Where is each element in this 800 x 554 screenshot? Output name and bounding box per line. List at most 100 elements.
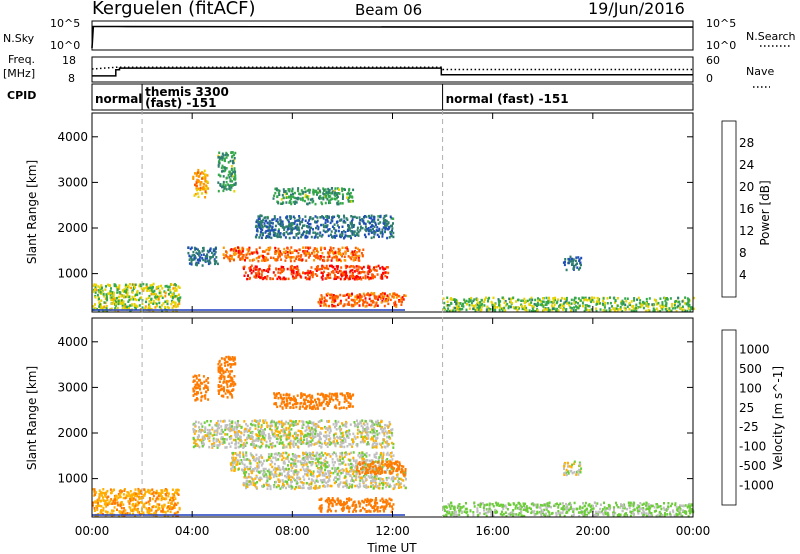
velocity-cell	[305, 434, 308, 437]
power-cell	[336, 276, 339, 279]
power-cell	[459, 302, 462, 305]
power-cell	[686, 309, 689, 313]
power-cell	[276, 218, 279, 221]
velocity-cell	[242, 451, 245, 454]
power-cell	[344, 231, 347, 234]
power-cell	[202, 185, 205, 189]
velocity-cell	[321, 442, 323, 446]
velocity-cell	[247, 468, 250, 471]
velocity-cell	[350, 479, 353, 482]
velocity-cell	[330, 484, 333, 488]
power-cell	[193, 194, 196, 197]
power-cell	[310, 273, 313, 277]
power-cell	[329, 201, 332, 204]
power-cell	[194, 248, 197, 251]
power-cell	[177, 285, 180, 288]
velocity-cell	[239, 451, 241, 454]
power-cell	[348, 228, 351, 231]
velocity-cell	[324, 472, 327, 475]
power-cell	[564, 258, 567, 261]
power-cell	[362, 276, 365, 279]
velocity-cell	[314, 427, 317, 430]
power-cell	[207, 262, 210, 266]
power-cell	[300, 254, 303, 257]
velocity-cell	[377, 477, 380, 480]
velocity-cell	[245, 476, 248, 480]
velocity-cell	[371, 479, 374, 483]
velocity-cell	[301, 486, 304, 490]
power-cell	[159, 291, 162, 294]
velocity-cell	[255, 453, 258, 457]
power-cell	[468, 307, 471, 310]
velocity-cell	[231, 356, 234, 359]
velocity-cell	[334, 432, 337, 435]
power-cell	[599, 308, 602, 311]
power-cell	[321, 202, 324, 206]
power-cell	[277, 256, 280, 259]
power-cell	[161, 304, 163, 307]
power-cell	[244, 259, 246, 262]
power-cell	[290, 215, 293, 218]
velocity-cell	[308, 435, 311, 438]
power-cell	[293, 222, 296, 225]
power-cell	[363, 215, 366, 219]
velocity-cell	[403, 471, 406, 474]
power-cell	[319, 267, 322, 271]
power-cell	[129, 283, 131, 286]
velocity-cell	[314, 435, 317, 438]
power-cell	[327, 272, 330, 275]
velocity-cell	[341, 454, 344, 457]
velocity-cell	[325, 481, 328, 485]
power-cell	[526, 299, 529, 303]
power-cell	[334, 295, 337, 298]
power-cell	[141, 306, 144, 309]
velocity-cell	[271, 420, 274, 424]
power-cell	[233, 153, 235, 157]
power-cell	[284, 192, 287, 196]
power-cell	[392, 231, 395, 235]
power-cell	[116, 306, 119, 310]
power-cell	[297, 187, 300, 190]
power-cell	[674, 300, 677, 303]
velocity-cell	[234, 363, 237, 366]
velocity-cell	[248, 429, 251, 432]
power-cell	[284, 236, 287, 239]
velocity-cell	[334, 461, 336, 464]
power-cell	[577, 297, 580, 300]
velocity-cell	[228, 442, 231, 446]
velocity-cell	[321, 471, 324, 474]
power-cell	[336, 297, 339, 300]
power-cell	[574, 263, 577, 267]
power-cell	[258, 267, 261, 271]
power-cell	[290, 271, 293, 274]
power-cell	[397, 294, 400, 298]
power-cell	[253, 258, 256, 262]
power-cell	[536, 309, 539, 312]
power-cell	[265, 259, 268, 262]
velocity-cell	[343, 445, 346, 449]
power-cell	[222, 180, 225, 184]
power-cell	[234, 177, 237, 180]
power-cell	[355, 298, 358, 301]
power-cell	[294, 220, 297, 223]
velocity-cell	[354, 437, 357, 440]
velocity-cell	[355, 443, 358, 446]
velocity-cell	[354, 464, 357, 467]
power-cell	[248, 259, 251, 262]
power-cell	[503, 301, 506, 304]
velocity-cell	[320, 465, 323, 468]
power-cell	[313, 247, 316, 250]
power-cell	[235, 252, 238, 255]
power-cell	[324, 201, 327, 205]
velocity-cell	[193, 392, 196, 396]
power-cell	[173, 289, 176, 293]
power-cell	[541, 303, 543, 306]
power-cell	[342, 229, 345, 233]
velocity-cell	[372, 430, 375, 434]
power-cell	[244, 256, 247, 259]
power-cell	[314, 267, 317, 271]
power-cell	[346, 229, 349, 232]
velocity-cell	[236, 463, 239, 466]
velocity-cell	[391, 428, 394, 431]
